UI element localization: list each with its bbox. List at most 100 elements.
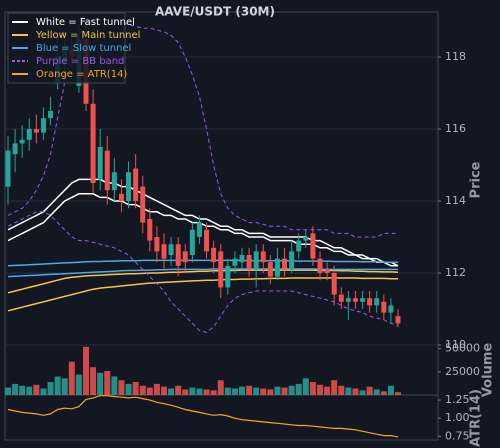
- volume-bar: [395, 392, 401, 395]
- candle-body: [310, 233, 316, 259]
- candle-body: [253, 251, 259, 270]
- candle-body: [260, 251, 266, 263]
- candle-body: [196, 222, 202, 237]
- volume-bar: [302, 378, 309, 395]
- y-tick-label: 110: [445, 338, 466, 351]
- candle-body: [33, 129, 39, 133]
- candle-body: [296, 240, 302, 252]
- y-tick-label: 25000: [445, 365, 480, 378]
- candle-body: [175, 244, 181, 266]
- candle-body: [118, 193, 124, 201]
- volume-bar: [338, 385, 345, 395]
- volume-bar: [75, 374, 82, 395]
- candle-body: [204, 229, 210, 252]
- volume-bar: [224, 387, 231, 395]
- candle-body: [48, 111, 54, 119]
- candle-body: [40, 118, 46, 133]
- volume-bar: [366, 386, 373, 395]
- volume-bar: [288, 385, 295, 395]
- candle-body: [133, 168, 139, 201]
- volume-bar: [26, 386, 33, 395]
- candle-body: [246, 255, 252, 270]
- overlay-line: [7, 268, 398, 278]
- volume-bar: [83, 346, 89, 395]
- candle-body: [352, 298, 358, 302]
- candle-body: [360, 298, 366, 302]
- volume-bar: [309, 382, 316, 395]
- volume-bar: [125, 383, 132, 395]
- candle-body: [126, 172, 132, 201]
- volume-bar: [132, 382, 139, 395]
- y-tick-label: 116: [445, 122, 466, 135]
- volume-bar: [380, 391, 387, 395]
- volume-bar: [47, 382, 54, 395]
- volume-bar: [146, 387, 153, 395]
- candle-body: [345, 298, 351, 302]
- volume-bar: [210, 390, 217, 395]
- atr-line: [7, 395, 399, 438]
- overlay-line: [7, 211, 399, 333]
- volume-bar: [317, 384, 323, 395]
- volume-bar: [118, 380, 125, 395]
- volume-bar: [345, 387, 352, 395]
- volume-bar: [295, 383, 302, 395]
- volume-bar: [373, 389, 380, 395]
- volume-bar: [54, 376, 61, 395]
- candle-body: [381, 301, 387, 313]
- volume-bar: [104, 370, 111, 395]
- volume-bar: [161, 386, 167, 395]
- candle-body: [97, 147, 103, 180]
- candle-body: [317, 258, 323, 273]
- volume-bar: [111, 376, 118, 395]
- volume-bar: [239, 386, 245, 395]
- volume-bar: [246, 385, 253, 395]
- candle-body: [211, 247, 217, 263]
- y-axis-label: Price: [469, 161, 484, 198]
- overlay-line: [7, 259, 398, 267]
- candle-body: [189, 229, 195, 255]
- candle-body: [374, 298, 380, 306]
- legend-label: Orange = ATR(14): [36, 69, 127, 80]
- y-axis-label: ATR(14): [469, 389, 484, 447]
- candle-body: [232, 258, 238, 266]
- volume-bar: [19, 385, 26, 395]
- y-tick-label: 0.75: [445, 429, 470, 442]
- volume-bar: [217, 380, 224, 395]
- volume-bar: [175, 385, 182, 395]
- y-tick-label: 118: [445, 50, 466, 63]
- candle-body: [161, 244, 167, 259]
- volume-bar: [68, 361, 75, 395]
- y-tick-label: 1.00: [445, 411, 470, 424]
- candle-body: [5, 150, 11, 187]
- volume-bar: [260, 388, 267, 395]
- y-tick-label: 50000: [445, 342, 480, 355]
- volume-bar: [189, 387, 196, 395]
- legend-label: Blue = Slow tunnel: [36, 43, 131, 54]
- candle-body: [395, 316, 401, 324]
- overlay-line: [7, 178, 399, 267]
- volume-bar: [352, 388, 359, 395]
- volume-bar: [12, 383, 19, 395]
- volume-bar: [139, 385, 146, 395]
- legend: White = Fast tunnel Yellow = Main tunnel B…: [7, 12, 140, 84]
- y-tick-label: 114: [445, 194, 466, 207]
- candle-body: [104, 150, 110, 191]
- volume-bar: [387, 385, 394, 395]
- volume-bar: [324, 386, 331, 395]
- volume-bar: [274, 386, 281, 395]
- candle-body: [388, 305, 394, 313]
- chart-title: AAVE/USDT (30M): [155, 5, 275, 19]
- overlay-line: [7, 269, 399, 294]
- candle-body: [147, 219, 153, 241]
- volume-bar: [168, 388, 175, 395]
- candle-body: [289, 251, 295, 270]
- volume-bar: [359, 390, 366, 395]
- volume-bar: [182, 389, 189, 395]
- legend-label: Yellow = Main tunnel: [35, 30, 140, 41]
- candle-body: [338, 294, 344, 302]
- volume-bar: [153, 383, 160, 395]
- volume-bar: [33, 384, 40, 395]
- frame: [4, 11, 439, 441]
- candle-body: [324, 269, 330, 273]
